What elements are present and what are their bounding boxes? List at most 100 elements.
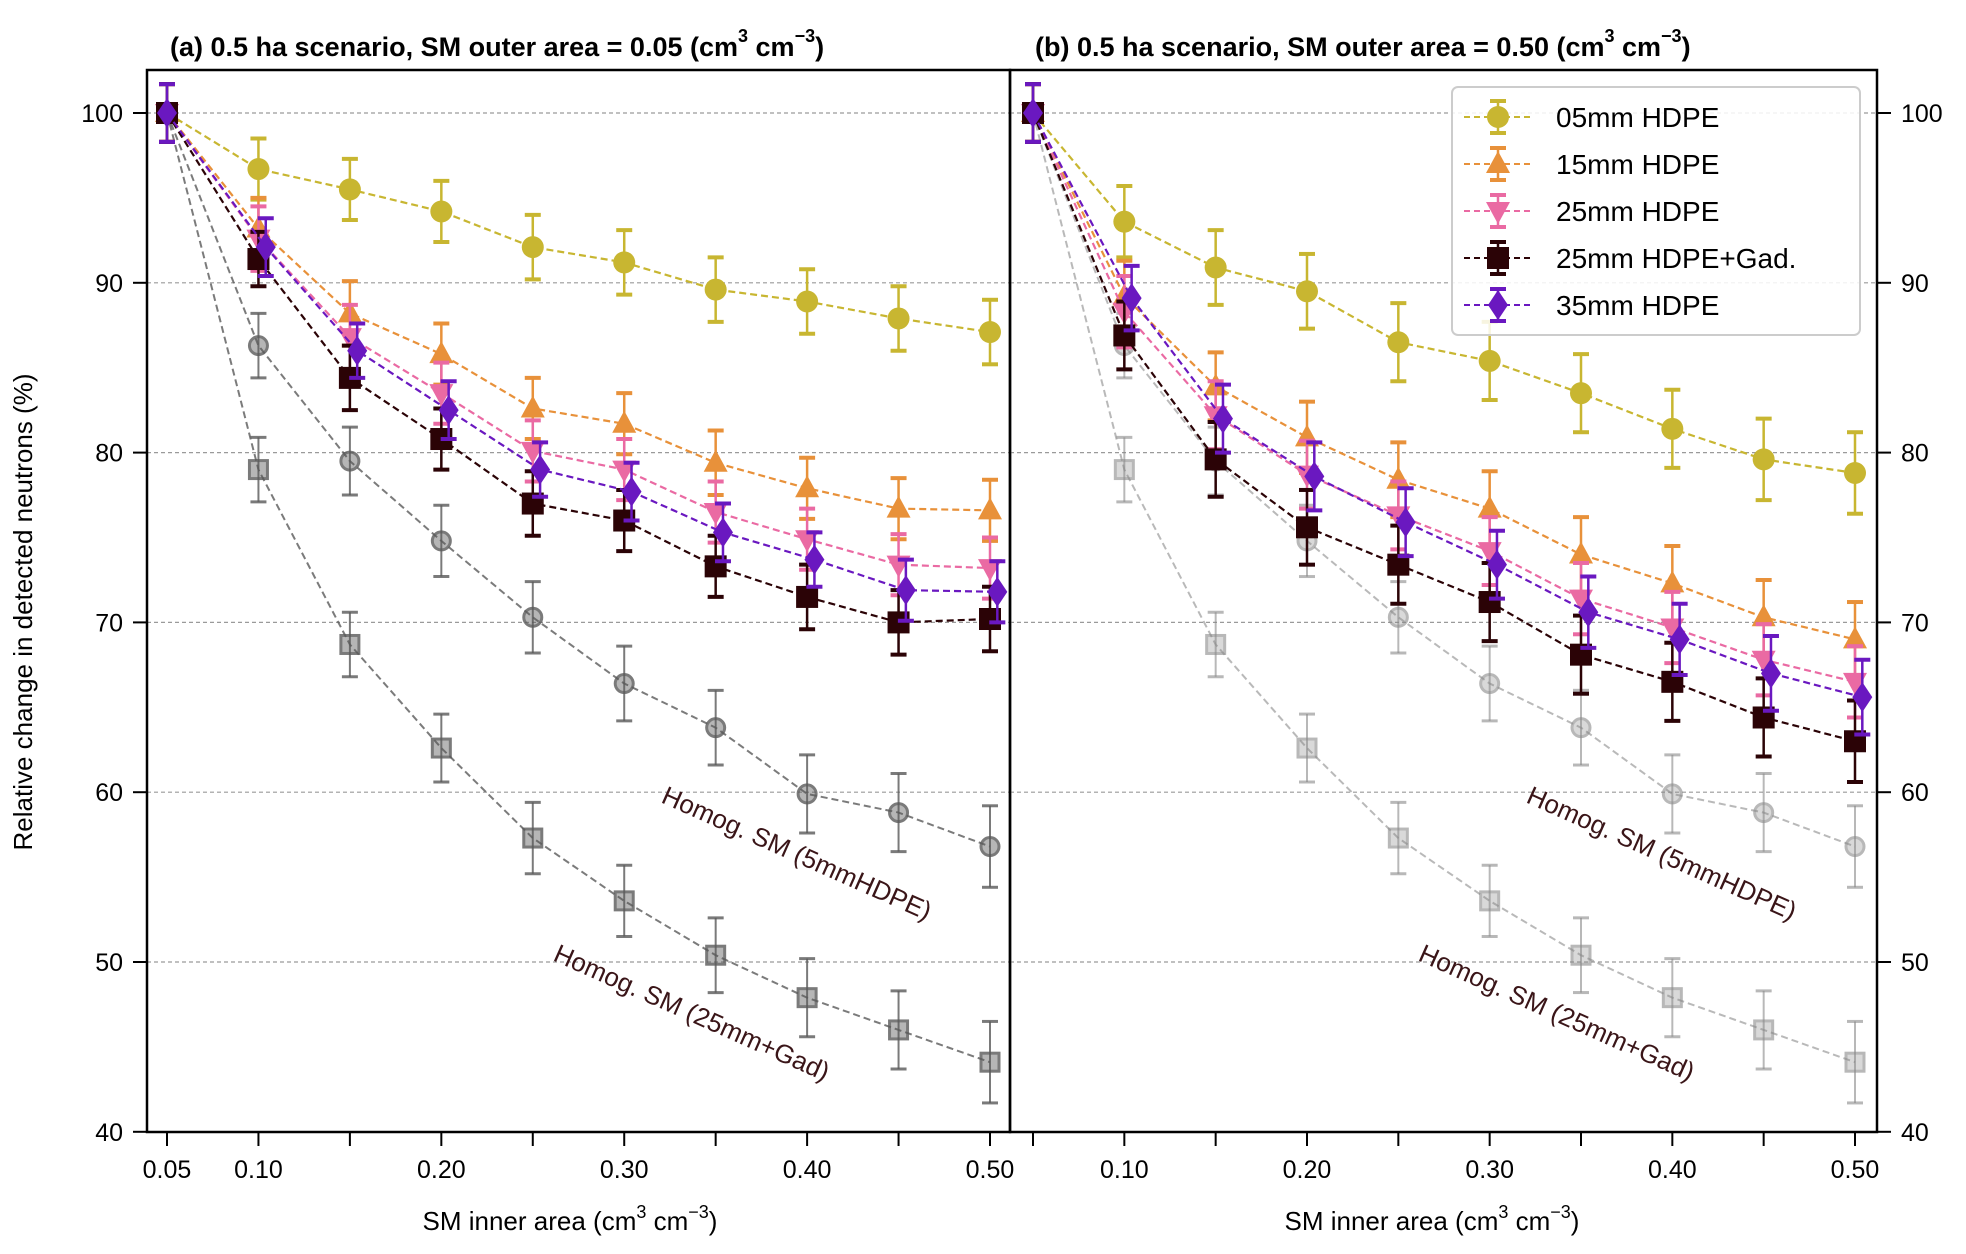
data-point (705, 717, 727, 739)
data-point (1844, 461, 1866, 484)
data-point (978, 559, 1002, 582)
panel-a-series-25mm-hdpe-gad (156, 82, 1001, 657)
data-point (347, 335, 368, 366)
series-line (1032, 112, 1856, 1064)
data-point (978, 497, 1002, 520)
panel-a-y-tick-label: 70 (95, 609, 123, 637)
data-point (157, 98, 177, 128)
legend-label: 05mm HDPE (1556, 102, 1719, 133)
panel-b-x-axis-label: SM inner area (cm3 cm−3) (1285, 1202, 1580, 1236)
data-point (430, 530, 452, 552)
data-point (522, 827, 544, 849)
legend-label: 25mm HDPE (1556, 196, 1719, 227)
data-point (1296, 516, 1318, 539)
panel-a-y-tick-label: 50 (95, 949, 123, 977)
data-point (1753, 802, 1775, 824)
data-point (1569, 589, 1593, 612)
data-point (1570, 382, 1592, 405)
panel-b-x-tick-label: 0.50 (1831, 1156, 1880, 1184)
data-point (1843, 672, 1867, 695)
series-line (166, 112, 991, 334)
panel-b-y-tick-label: 100 (1901, 100, 1943, 128)
panel-b-frame (1008, 68, 1879, 1134)
data-point (1296, 737, 1318, 759)
data-point (712, 517, 733, 548)
data-point (1669, 624, 1690, 655)
data-point (1570, 944, 1592, 966)
data-point (1578, 597, 1599, 628)
data-point (795, 530, 820, 553)
data-point (613, 890, 635, 912)
data-point (1844, 836, 1866, 858)
panel-b-y-tick-label: 90 (1901, 270, 1929, 298)
data-point (1844, 1051, 1866, 1073)
data-point (1751, 650, 1776, 673)
data-point (1753, 1019, 1775, 1041)
series-line (1032, 112, 1856, 475)
series-line (166, 112, 991, 848)
data-point (1570, 717, 1592, 739)
data-point (987, 576, 1008, 607)
panel-a-x-tick-label: 0.10 (234, 1156, 283, 1184)
legend-item-25mm-hdpe: 25mm HDPE (1464, 193, 1719, 229)
data-point (1661, 417, 1684, 440)
series-line (166, 112, 991, 512)
data-point (1113, 210, 1136, 233)
legend-item-25mm-hdpe-gad: 25mm HDPE+Gad. (1464, 240, 1796, 276)
data-point (339, 450, 361, 472)
data-point (338, 178, 361, 201)
series-line (1032, 112, 1856, 848)
legend-label: 35mm HDPE (1556, 290, 1719, 321)
data-point (429, 384, 454, 407)
data-point (804, 544, 825, 575)
panel-a-plot: 0.05 0.10 0.20 0.30 0.40 0.50 40 50 60 70 80 90 100 (81, 68, 1014, 1184)
data-point (796, 290, 819, 313)
data-point (704, 278, 727, 301)
data-point (1387, 827, 1409, 849)
y-axis-label: Relative change in detected neutrons (%) (8, 374, 38, 851)
series-line (166, 112, 991, 1064)
data-point (1205, 633, 1227, 655)
data-point (1661, 987, 1683, 1009)
panel-a-series-homog-sm-5mmhdpe (156, 82, 1001, 889)
series-line (1032, 112, 1863, 699)
panel-a-y-tick-label: 40 (95, 1119, 123, 1147)
panel-b-plot: 0.10 0.20 0.30 0.40 0.50 40 50 60 70 80 90 100 (1008, 68, 1943, 1184)
data-point (895, 575, 916, 606)
data-point (979, 321, 1001, 344)
data-point (339, 633, 361, 655)
panel-a-x-tick-label: 0.20 (417, 1156, 466, 1184)
data-point (1661, 783, 1683, 805)
panel-b-y-tick-label: 50 (1901, 949, 1929, 977)
data-point (1204, 256, 1227, 279)
panel-b-y-tick-label: 60 (1901, 779, 1929, 807)
data-point (1477, 542, 1502, 565)
data-point (247, 335, 269, 357)
legend-marker-triangle-down-icon (1486, 202, 1510, 224)
panel-b-title: (b) 0.5 ha scenario, SM outer area = 0.5… (1035, 26, 1691, 62)
data-point (621, 476, 642, 507)
data-point (247, 459, 269, 481)
data-point (430, 200, 453, 223)
panel-a-x-tick-label: 0.40 (783, 1156, 832, 1184)
data-point (1121, 283, 1142, 314)
legend-label: 25mm HDPE+Gad. (1556, 243, 1796, 274)
series-line (166, 112, 998, 593)
data-point (887, 307, 910, 330)
panel-a-y-tick-label: 90 (95, 270, 123, 298)
panel-a-series-05mm-hdpe (156, 82, 1001, 367)
panel-a-x-tick-label: 0.30 (600, 1156, 649, 1184)
data-point (612, 460, 637, 483)
legend-item-15mm-hdpe: 15mm HDPE (1464, 146, 1719, 182)
data-point (1486, 549, 1507, 580)
data-point (1751, 604, 1776, 627)
data-point (438, 395, 459, 426)
panel-b-y-tick-label: 40 (1901, 1119, 1929, 1147)
panel-a-y-tick-label: 60 (95, 779, 123, 807)
data-point (1395, 507, 1416, 538)
data-point (1852, 682, 1873, 713)
data-point (888, 802, 910, 824)
data-point (1479, 890, 1501, 912)
series-line (1032, 112, 1856, 641)
